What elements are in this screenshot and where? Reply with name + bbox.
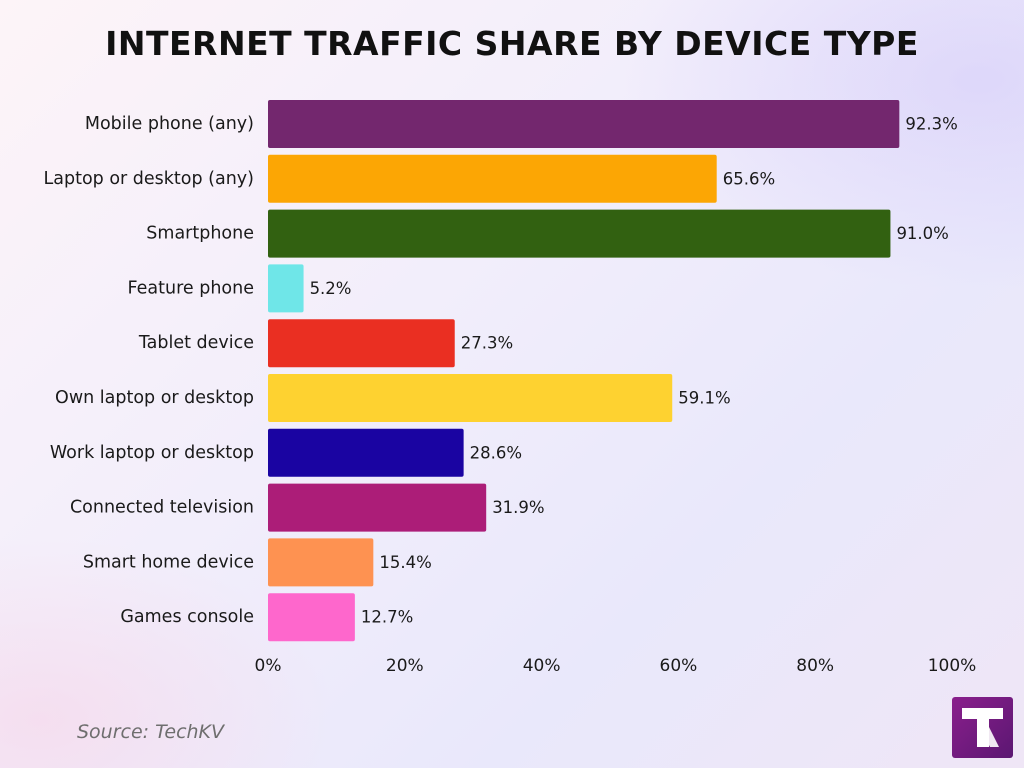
value-label-smartphone: 91.0% <box>896 224 948 243</box>
value-label-feature-phone: 5.2% <box>310 279 352 298</box>
bar-own-laptop-or-desktop <box>268 374 673 422</box>
category-label-own-laptop-or-desktop: Own laptop or desktop <box>55 388 254 408</box>
bar-tablet-device <box>268 319 455 368</box>
bar-smart-home-device <box>268 538 374 587</box>
techkv-logo-icon <box>952 697 1013 758</box>
category-label-laptop-or-desktop-any: Laptop or desktop (any) <box>44 169 254 189</box>
category-label-smartphone: Smartphone <box>146 224 254 244</box>
x-tick-label: 0% <box>255 656 282 676</box>
bar-mobile-phone-any <box>268 100 900 148</box>
value-label-tablet-device: 27.3% <box>461 334 513 353</box>
bar-feature-phone <box>268 264 304 313</box>
x-tick-label: 60% <box>660 656 698 676</box>
bar-series: Mobile phone (any) 92.3% Laptop or desktop… <box>44 100 958 642</box>
x-tick-label: 20% <box>386 656 424 676</box>
value-label-smart-home-device: 15.4% <box>379 553 431 572</box>
bar-laptop-or-desktop-any <box>268 154 717 203</box>
category-label-connected-television: Connected television <box>70 498 254 518</box>
x-tick-label: 40% <box>523 656 561 676</box>
value-label-laptop-or-desktop-any: 65.6% <box>723 169 775 188</box>
category-label-mobile-phone-any: Mobile phone (any) <box>85 114 254 134</box>
value-label-mobile-phone-any: 92.3% <box>905 115 957 134</box>
category-label-feature-phone: Feature phone <box>128 278 254 298</box>
chart-title: INTERNET TRAFFIC SHARE BY DEVICE TYPE <box>105 24 919 63</box>
category-label-smart-home-device: Smart home device <box>83 552 254 572</box>
category-label-work-laptop-or-desktop: Work laptop or desktop <box>50 443 254 463</box>
x-tick-label: 80% <box>796 656 834 676</box>
value-label-work-laptop-or-desktop: 28.6% <box>470 443 522 462</box>
bar-smartphone <box>268 209 891 258</box>
bar-connected-television <box>268 483 487 532</box>
x-axis: 0% 20% 40% 60% 80% 100% <box>255 656 977 676</box>
x-tick-label: 100% <box>928 656 977 676</box>
category-label-games-console: Games console <box>120 607 254 627</box>
category-label-tablet-device: Tablet device <box>138 333 254 353</box>
value-label-own-laptop-or-desktop: 59.1% <box>678 389 730 408</box>
bar-work-laptop-or-desktop <box>268 428 464 477</box>
source-note: Source: TechKV <box>77 721 225 743</box>
value-label-games-console: 12.7% <box>361 608 413 627</box>
value-label-connected-television: 31.9% <box>492 498 544 517</box>
bar-games-console <box>268 593 355 642</box>
